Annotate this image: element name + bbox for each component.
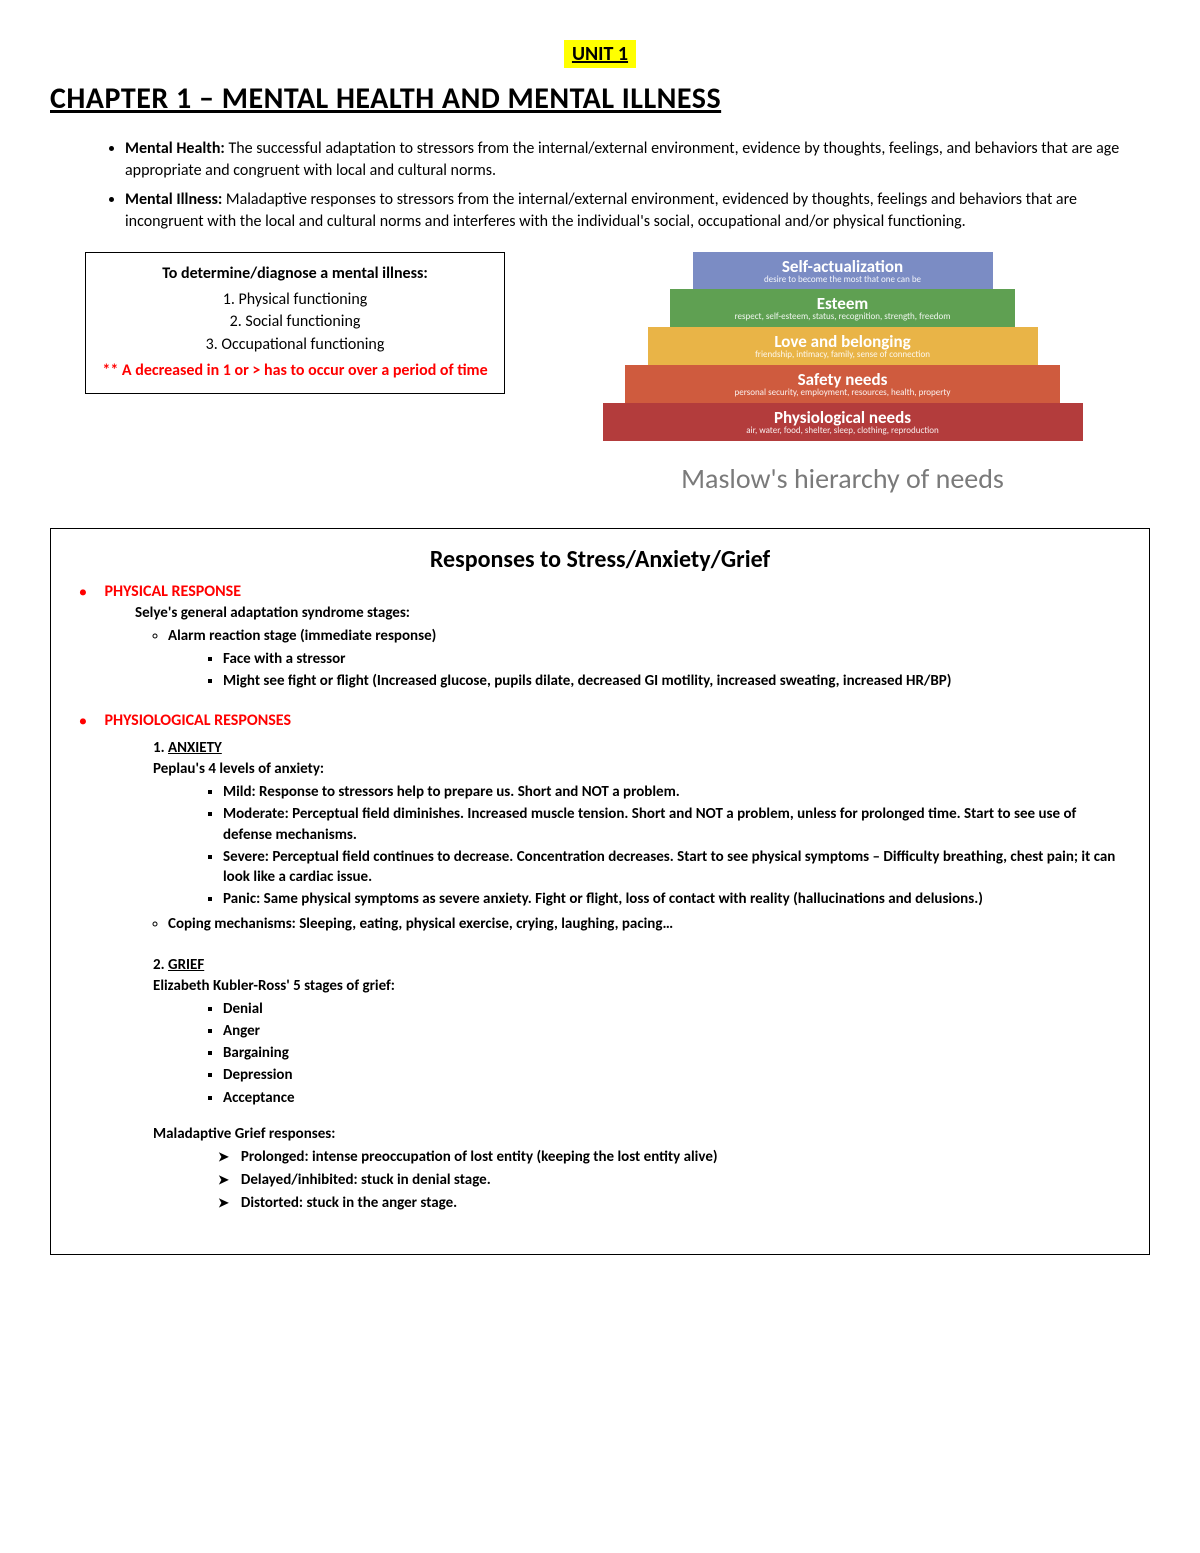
list-item: Face with a stressor bbox=[223, 649, 1127, 669]
list-item: Panic: Same physical symptoms as severe … bbox=[223, 889, 1127, 909]
diagnose-list: Physical functioning Social functioning … bbox=[100, 289, 490, 356]
diagnose-item: Social functioning bbox=[100, 311, 490, 333]
physio-heading: PHYSIOLOGICAL RESPONSES bbox=[104, 711, 291, 730]
maslow-pyramid: Self-actualizationdesire to become the m… bbox=[535, 252, 1150, 499]
diagnose-item: Occupational functioning bbox=[100, 334, 490, 356]
pyramid-level-title: Self-actualization bbox=[697, 258, 989, 275]
list-item: Acceptance bbox=[223, 1088, 1127, 1108]
pyramid-level: Safety needspersonal security, employmen… bbox=[625, 365, 1060, 403]
physiological-response-section: PHYSIOLOGICAL RESPONSES 1. ANXIETY Pepla… bbox=[73, 710, 1127, 1214]
pyramid-level-sub: personal security, employment, resources… bbox=[629, 388, 1056, 398]
term-label: Mental Health: bbox=[125, 139, 225, 158]
pyramid-level: Esteemrespect, self-esteem, status, reco… bbox=[670, 289, 1015, 327]
pyramid-level-title: Physiological needs bbox=[607, 409, 1079, 426]
grief-subtitle: Elizabeth Kubler-Ross' 5 stages of grief… bbox=[153, 976, 1127, 997]
maladaptive-list: Prolonged: intense preoccupation of lost… bbox=[218, 1147, 1127, 1214]
grief-title: GRIEF bbox=[168, 956, 204, 974]
list-item: Bargaining bbox=[223, 1043, 1127, 1063]
maslow-caption: Maslow's hierarchy of needs bbox=[535, 459, 1150, 498]
physical-bullets: Face with a stressor Might see fight or … bbox=[223, 649, 1127, 692]
list-item: Denial bbox=[223, 999, 1127, 1019]
pyramid-level-sub: desire to become the most that one can b… bbox=[697, 275, 989, 285]
pyramid-level-title: Safety needs bbox=[629, 371, 1056, 388]
definition-item: Mental Health: The successful adaptation… bbox=[125, 138, 1150, 183]
pyramid-level-sub: friendship, intimacy, family, sense of c… bbox=[652, 350, 1034, 360]
pyramid-level-title: Esteem bbox=[674, 295, 1011, 312]
diagnose-item: Physical functioning bbox=[100, 289, 490, 311]
maladaptive-title: Maladaptive Grief responses: bbox=[153, 1124, 1127, 1145]
pyramid-level-title: Love and belonging bbox=[652, 333, 1034, 350]
unit-label: UNIT 1 bbox=[564, 40, 636, 68]
physical-heading: PHYSICAL RESPONSE bbox=[104, 582, 241, 601]
definitions-list: Mental Health: The successful adaptation… bbox=[50, 138, 1150, 234]
diagnose-warning: ** A decreased in 1 or > has to occur ov… bbox=[100, 360, 490, 382]
term-text: Maladaptive responses to stressors from … bbox=[125, 190, 1077, 231]
diagnose-box: To determine/diagnose a mental illness: … bbox=[85, 252, 505, 394]
responses-box: Responses to Stress/Anxiety/Grief PHYSIC… bbox=[50, 528, 1150, 1255]
chapter-title: CHAPTER 1 – MENTAL HEALTH AND MENTAL ILL… bbox=[50, 78, 1150, 120]
pyramid-level-sub: air, water, food, shelter, sleep, clothi… bbox=[607, 426, 1079, 436]
diagnose-title: To determine/diagnose a mental illness: bbox=[100, 263, 490, 285]
list-item: Distorted: stuck in the anger stage. bbox=[218, 1193, 1127, 1214]
physical-response-section: PHYSICAL RESPONSE Selye's general adapta… bbox=[73, 581, 1127, 692]
list-item: Mild: Response to stressors help to prep… bbox=[223, 782, 1127, 802]
list-item: Delayed/inhibited: stuck in denial stage… bbox=[218, 1170, 1127, 1191]
anxiety-title: ANXIETY bbox=[168, 739, 222, 757]
anxiety-num: 1. bbox=[153, 739, 165, 757]
list-item: Depression bbox=[223, 1065, 1127, 1085]
coping-mechanisms: Coping mechanisms: Sleeping, eating, phy… bbox=[168, 914, 1127, 935]
list-item: Severe: Perceptual field continues to de… bbox=[223, 847, 1127, 888]
term-text: The successful adaptation to stressors f… bbox=[125, 139, 1119, 180]
pyramid-level: Love and belongingfriendship, intimacy, … bbox=[648, 327, 1038, 365]
list-item: Moderate: Perceptual field diminishes. I… bbox=[223, 804, 1127, 845]
list-item: Anger bbox=[223, 1021, 1127, 1041]
anxiety-levels: Mild: Response to stressors help to prep… bbox=[223, 782, 1127, 910]
list-item: Might see fight or flight (Increased glu… bbox=[223, 671, 1127, 691]
definition-item: Mental Illness: Maladaptive responses to… bbox=[125, 189, 1150, 234]
term-label: Mental Illness: bbox=[125, 190, 222, 209]
list-item: Prolonged: intense preoccupation of lost… bbox=[218, 1147, 1127, 1168]
pyramid-level: Self-actualizationdesire to become the m… bbox=[693, 252, 993, 290]
unit-badge: UNIT 1 bbox=[50, 40, 1150, 68]
pyramid-level-sub: respect, self-esteem, status, recognitio… bbox=[674, 312, 1011, 322]
pyramid-level: Physiological needsair, water, food, she… bbox=[603, 403, 1083, 441]
grief-stages: Denial Anger Bargaining Depression Accep… bbox=[223, 999, 1127, 1108]
responses-title: Responses to Stress/Anxiety/Grief bbox=[73, 543, 1127, 577]
alarm-stage: Alarm reaction stage (immediate response… bbox=[168, 626, 1127, 647]
physical-subtitle: Selye's general adaptation syndrome stag… bbox=[135, 603, 1127, 624]
grief-num: 2. bbox=[153, 956, 165, 974]
anxiety-subtitle: Peplau's 4 levels of anxiety: bbox=[153, 759, 1127, 780]
